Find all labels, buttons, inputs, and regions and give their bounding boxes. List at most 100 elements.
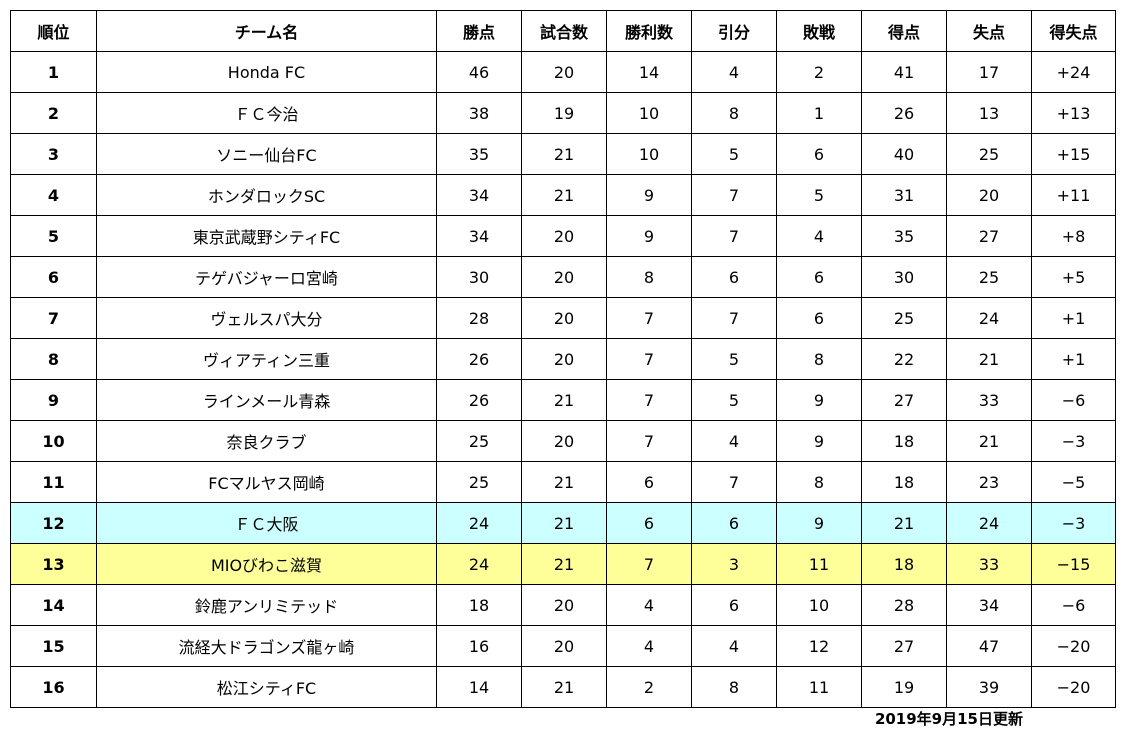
games-cell: 21 <box>521 543 607 585</box>
header-goals-for: 得点 <box>861 10 947 52</box>
goals-against-cell: 33 <box>946 543 1032 585</box>
goals-against-cell: 24 <box>946 297 1032 339</box>
header-row: 順位 チーム名 勝点 試合数 勝利数 引分 敗戦 得点 失点 得失点 <box>10 10 1116 52</box>
team-cell: Honda FC <box>96 51 437 93</box>
rank-cell: 13 <box>10 543 97 585</box>
goals-against-cell: 13 <box>946 92 1032 134</box>
header-losses: 敗戦 <box>776 10 862 52</box>
games-cell: 21 <box>521 133 607 175</box>
goals-for-cell: 30 <box>861 256 947 298</box>
rank-cell: 10 <box>10 420 97 462</box>
points-cell: 24 <box>436 502 522 544</box>
wins-cell: 10 <box>606 133 692 175</box>
team-cell: 鈴鹿アンリミテッド <box>96 584 437 626</box>
wins-cell: 2 <box>606 666 692 708</box>
wins-cell: 4 <box>606 584 692 626</box>
goal-diff-cell: −6 <box>1031 379 1116 421</box>
wins-cell: 7 <box>606 338 692 380</box>
team-cell: ＦＣ今治 <box>96 92 437 134</box>
rank-cell: 16 <box>10 666 97 708</box>
draws-cell: 4 <box>691 51 777 93</box>
draws-cell: 7 <box>691 215 777 257</box>
draws-cell: 6 <box>691 584 777 626</box>
losses-cell: 9 <box>776 379 862 421</box>
goals-for-cell: 27 <box>861 379 947 421</box>
table-row: 9 ラインメール青森 26 21 7 5 9 27 33 −6 <box>10 379 1116 421</box>
losses-cell: 11 <box>776 666 862 708</box>
points-cell: 35 <box>436 133 522 175</box>
points-cell: 14 <box>436 666 522 708</box>
draws-cell: 8 <box>691 92 777 134</box>
goals-against-cell: 23 <box>946 461 1032 503</box>
header-points: 勝点 <box>436 10 522 52</box>
header-draws: 引分 <box>691 10 777 52</box>
losses-cell: 1 <box>776 92 862 134</box>
table-row: 5 東京武蔵野シティFC 34 20 9 7 4 35 27 +8 <box>10 215 1116 257</box>
wins-cell: 7 <box>606 543 692 585</box>
points-cell: 30 <box>436 256 522 298</box>
draws-cell: 7 <box>691 297 777 339</box>
points-cell: 16 <box>436 625 522 667</box>
goal-diff-cell: −20 <box>1031 625 1116 667</box>
goal-diff-cell: +13 <box>1031 92 1116 134</box>
games-cell: 20 <box>521 297 607 339</box>
team-cell: FCマルヤス岡崎 <box>96 461 437 503</box>
goals-against-cell: 25 <box>946 133 1032 175</box>
table-row: 2 ＦＣ今治 38 19 10 8 1 26 13 +13 <box>10 92 1116 134</box>
wins-cell: 9 <box>606 174 692 216</box>
table-row: 7 ヴェルスパ大分 28 20 7 7 6 25 24 +1 <box>10 297 1116 339</box>
points-cell: 38 <box>436 92 522 134</box>
goals-against-cell: 24 <box>946 502 1032 544</box>
points-cell: 24 <box>436 543 522 585</box>
losses-cell: 10 <box>776 584 862 626</box>
wins-cell: 6 <box>606 502 692 544</box>
table-row: 4 ホンダロックSC 34 21 9 7 5 31 20 +11 <box>10 174 1116 216</box>
table-row: 13 MIOびわこ滋賀 24 21 7 3 11 18 33 −15 <box>10 543 1116 585</box>
goals-against-cell: 17 <box>946 51 1032 93</box>
goals-against-cell: 47 <box>946 625 1032 667</box>
wins-cell: 8 <box>606 256 692 298</box>
points-cell: 18 <box>436 584 522 626</box>
goals-against-cell: 21 <box>946 338 1032 380</box>
goals-for-cell: 26 <box>861 92 947 134</box>
header-goals-against: 失点 <box>946 10 1032 52</box>
rank-cell: 2 <box>10 92 97 134</box>
header-team: チーム名 <box>96 10 437 52</box>
table-row: 14 鈴鹿アンリミテッド 18 20 4 6 10 28 34 −6 <box>10 584 1116 626</box>
team-cell: ヴェルスパ大分 <box>96 297 437 339</box>
goal-diff-cell: +24 <box>1031 51 1116 93</box>
goals-for-cell: 18 <box>861 420 947 462</box>
rank-cell: 15 <box>10 625 97 667</box>
losses-cell: 6 <box>776 256 862 298</box>
rank-cell: 9 <box>10 379 97 421</box>
goals-for-cell: 25 <box>861 297 947 339</box>
losses-cell: 9 <box>776 420 862 462</box>
team-cell: テゲバジャーロ宮崎 <box>96 256 437 298</box>
draws-cell: 6 <box>691 502 777 544</box>
draws-cell: 5 <box>691 133 777 175</box>
wins-cell: 9 <box>606 215 692 257</box>
rank-cell: 8 <box>10 338 97 380</box>
games-cell: 21 <box>521 502 607 544</box>
goal-diff-cell: +15 <box>1031 133 1116 175</box>
losses-cell: 8 <box>776 338 862 380</box>
goal-diff-cell: −3 <box>1031 420 1116 462</box>
goal-diff-cell: −3 <box>1031 502 1116 544</box>
team-cell: 奈良クラブ <box>96 420 437 462</box>
goal-diff-cell: −6 <box>1031 584 1116 626</box>
games-cell: 20 <box>521 625 607 667</box>
draws-cell: 3 <box>691 543 777 585</box>
games-cell: 20 <box>521 256 607 298</box>
games-cell: 20 <box>521 420 607 462</box>
goal-diff-cell: +5 <box>1031 256 1116 298</box>
points-cell: 25 <box>436 461 522 503</box>
goals-for-cell: 35 <box>861 215 947 257</box>
goals-for-cell: 41 <box>861 51 947 93</box>
games-cell: 20 <box>521 584 607 626</box>
losses-cell: 4 <box>776 215 862 257</box>
wins-cell: 10 <box>606 92 692 134</box>
goals-for-cell: 27 <box>861 625 947 667</box>
rank-cell: 5 <box>10 215 97 257</box>
losses-cell: 9 <box>776 502 862 544</box>
losses-cell: 8 <box>776 461 862 503</box>
